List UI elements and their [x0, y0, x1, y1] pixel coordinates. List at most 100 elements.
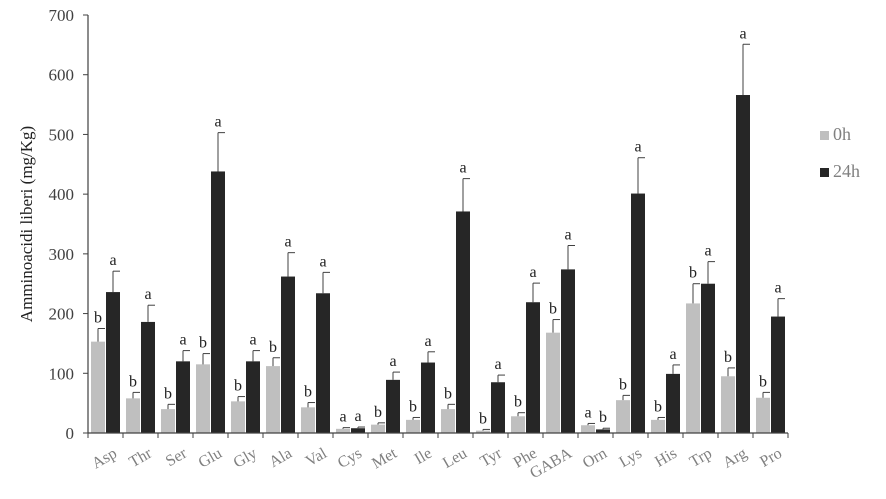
bar-24h-Cys	[351, 428, 365, 433]
bar-0h-Cys	[336, 428, 350, 433]
significance-0h-Gly: b	[234, 378, 242, 395]
significance-0h-Cys: a	[339, 409, 346, 426]
significance-24h-Tyr: a	[494, 356, 501, 373]
significance-24h-Pro: a	[774, 280, 781, 297]
bar-24h-Tyr	[491, 382, 505, 433]
bar-0h-Thr	[126, 398, 140, 433]
significance-0h-Ser: b	[164, 385, 172, 402]
significance-24h-Ile: a	[424, 333, 431, 350]
legend-swatch-0h	[820, 131, 829, 140]
bar-0h-Pro	[756, 397, 770, 433]
axes-layer	[83, 14, 789, 438]
significance-0h-Ala: b	[269, 339, 277, 356]
significance-24h-Ala: a	[284, 234, 291, 251]
significance-0h-Lys: b	[619, 376, 627, 393]
significance-0h-Arg: b	[724, 349, 732, 366]
bar-0h-Val	[301, 407, 315, 433]
legend-label-0h: 0h	[833, 124, 851, 144]
legend-swatch-24h	[820, 168, 829, 177]
bar-24h-GABA	[561, 269, 575, 433]
y-tick-label-400: 400	[49, 185, 75, 204]
bar-24h-Lys	[631, 193, 645, 433]
bar-24h-Pro	[771, 316, 785, 433]
significance-24h-Thr: a	[144, 286, 151, 303]
x-tick-label-Glu: Glu	[196, 445, 225, 472]
bar-0h-Ser	[161, 409, 175, 433]
x-tick-label-Ile: Ile	[412, 445, 435, 468]
x-tick-label-His: His	[652, 445, 680, 471]
y-tick-label-700: 700	[49, 6, 75, 25]
significance-24h-Glu: a	[214, 114, 221, 131]
x-tick-label-Gly: Gly	[231, 445, 260, 472]
x-tick-label-Pro: Pro	[757, 445, 785, 471]
bar-24h-Ile	[421, 362, 435, 433]
y-tick-label-0: 0	[66, 424, 75, 443]
y-tick-labels: 0 100 200 300 400 500 600 700	[49, 6, 75, 443]
error-bars-layer	[97, 43, 785, 431]
x-tick-label-Ser: Ser	[163, 444, 191, 470]
significance-0h-Orn: a	[584, 404, 591, 421]
significance-24h-Phe: a	[529, 264, 536, 281]
bar-0h-Orn	[581, 425, 595, 433]
significance-0h-Thr: b	[129, 373, 137, 390]
significance-24h-Orn: b	[599, 409, 607, 426]
x-tick-label-Orn: Orn	[580, 445, 610, 472]
x-tick-label-Trp: Trp	[687, 445, 715, 471]
x-tick-label-Ala: Ala	[266, 445, 295, 471]
significance-0h-Tyr: b	[479, 410, 487, 427]
x-tick-label-Tyr: Tyr	[477, 444, 505, 470]
bar-0h-Arg	[721, 376, 735, 433]
y-tick-label-300: 300	[49, 245, 75, 264]
bar-24h-Orn	[596, 429, 610, 433]
x-tick-label-Lys: Lys	[616, 445, 645, 471]
significance-0h-His: b	[654, 398, 662, 415]
significance-24h-His: a	[669, 346, 676, 363]
significance-0h-Val: b	[304, 384, 312, 401]
x-tick-label-Arg: Arg	[720, 445, 750, 472]
bar-24h-Ala	[281, 276, 295, 433]
significance-24h-Cys: a	[354, 408, 361, 425]
y-axis-title: Amminoacidi liberi (mg/Kg)	[17, 126, 36, 322]
significance-24h-Leu: a	[459, 160, 466, 177]
bar-0h-Lys	[616, 400, 630, 433]
significance-0h-Glu: b	[199, 335, 207, 352]
significance-24h-Met: a	[389, 353, 396, 370]
bar-0h-Leu	[441, 409, 455, 433]
significance-0h-Met: b	[374, 404, 382, 421]
bar-24h-Ser	[176, 361, 190, 433]
bar-0h-Met	[371, 424, 385, 433]
significance-0h-Pro: b	[759, 373, 767, 390]
significance-0h-Phe: b	[514, 394, 522, 411]
x-tick-label-Val: Val	[303, 445, 330, 471]
bar-0h-Glu	[196, 364, 210, 433]
bar-24h-Val	[316, 293, 330, 433]
significance-24h-Val: a	[319, 253, 326, 270]
x-tick-label-Cys: Cys	[335, 445, 365, 472]
bar-24h-Leu	[456, 211, 470, 433]
significance-0h-Asp: b	[94, 310, 102, 327]
significance-0h-GABA: b	[549, 301, 557, 318]
bar-24h-Trp	[701, 283, 715, 433]
bar-24h-Thr	[141, 321, 155, 433]
bar-0h-Ile	[406, 419, 420, 433]
bar-24h-Met	[386, 379, 400, 433]
bar-24h-Asp	[106, 292, 120, 433]
significance-24h-Asp: a	[109, 252, 116, 269]
bar-0h-Asp	[91, 341, 105, 433]
bar-0h-Gly	[231, 401, 245, 433]
legend-label-24h: 24h	[833, 161, 860, 181]
bar-0h-Phe	[511, 416, 525, 433]
bar-0h-Tyr	[476, 430, 490, 433]
y-tick-label-200: 200	[49, 305, 75, 324]
significance-24h-Ser: a	[179, 332, 186, 349]
significance-24h-GABA: a	[564, 226, 571, 243]
x-tick-label-Thr: Thr	[126, 444, 155, 471]
bar-0h-Ala	[266, 366, 280, 433]
bar-24h-His	[666, 373, 680, 433]
x-tick-label-Met: Met	[369, 445, 400, 473]
significance-24h-Gly: a	[249, 332, 256, 349]
bar-24h-Phe	[526, 302, 540, 433]
bar-24h-Gly	[246, 361, 260, 433]
